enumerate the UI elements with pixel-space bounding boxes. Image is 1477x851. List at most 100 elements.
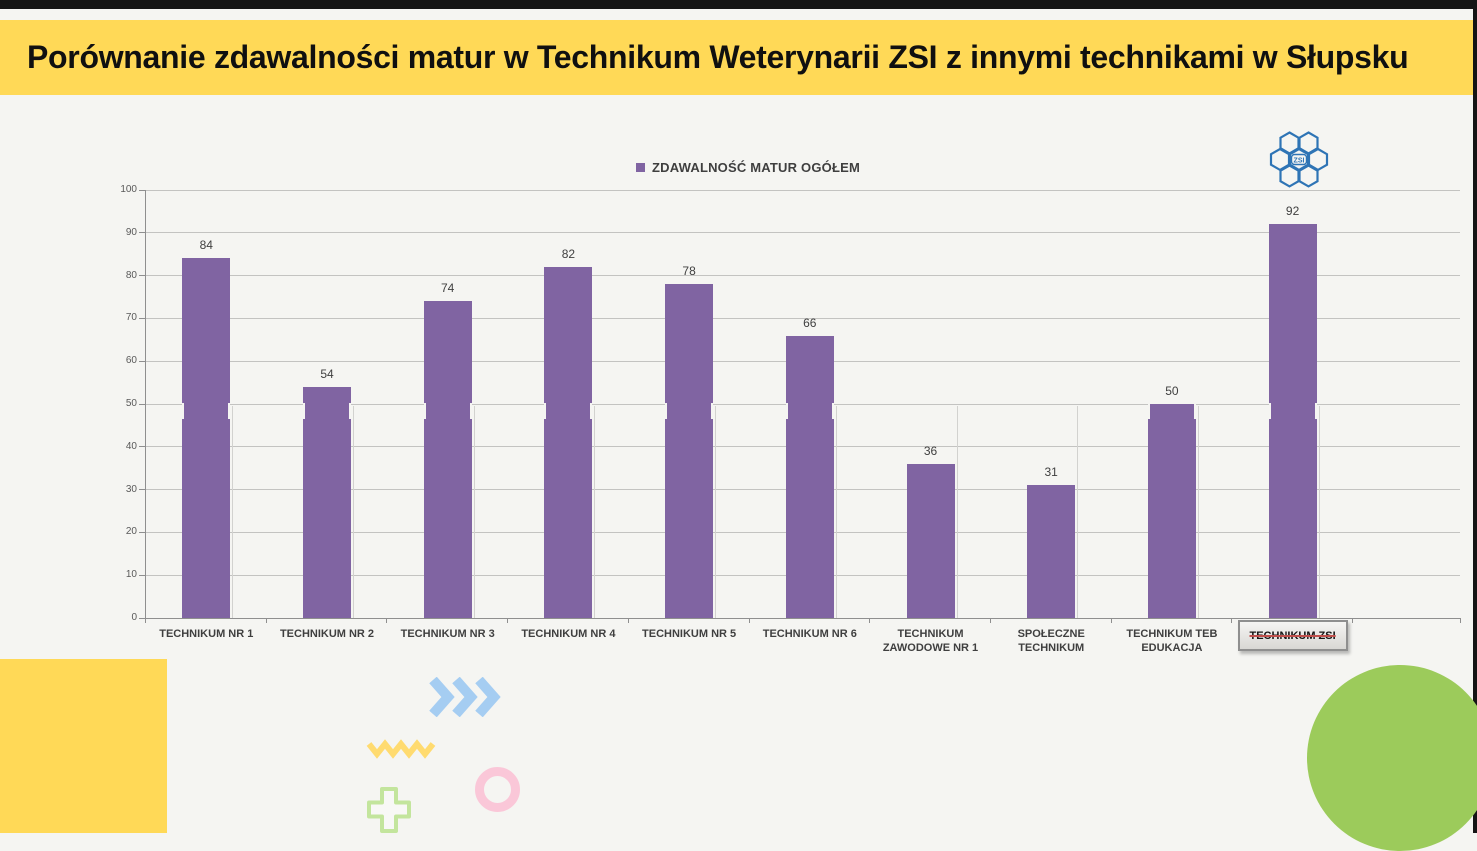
- y-axis-tick: [139, 531, 145, 533]
- y-axis-label: 60: [125, 355, 137, 367]
- y-axis-label: 80: [125, 269, 137, 281]
- bar-edge-notch: [469, 402, 472, 419]
- x-axis-label: TECHNIKUM ZAWODOWE NR 1: [882, 628, 979, 654]
- y-axis-line: [145, 190, 146, 618]
- bar-edge-notch: [711, 402, 714, 419]
- bar-technikum-teb-edukacja: [1147, 404, 1196, 618]
- bar-value-label: 78: [682, 264, 696, 279]
- x-axis-label: TECHNIKUM NR 5: [642, 628, 737, 640]
- bar-value-label: 82: [561, 247, 576, 262]
- bar-technikum-nr-6: [785, 335, 834, 618]
- category-separator: [1318, 406, 1320, 618]
- yellow-rectangle-decoration: [0, 659, 167, 833]
- bar-spo-eczne-technikum: [1027, 485, 1076, 618]
- bar-technikum-zsi: [1268, 224, 1317, 618]
- plus-icon: [367, 787, 411, 833]
- gridline: [145, 275, 1460, 277]
- zigzag-icon: [366, 739, 436, 759]
- bar-edge-notch: [590, 402, 593, 419]
- gridline: [145, 189, 1460, 191]
- x-axis-label: TECHNIKUM NR 1: [159, 628, 254, 640]
- bar-edge-notch: [1147, 404, 1150, 419]
- x-axis-tick: [1352, 618, 1353, 623]
- title-banner: Porównanie zdawalności matur w Technikum…: [0, 20, 1477, 95]
- y-axis-tick: [139, 360, 145, 362]
- x-axis-label: TECHNIKUM NR 4: [521, 628, 616, 640]
- x-axis-tick: [1231, 618, 1233, 623]
- category-separator: [835, 406, 837, 618]
- bar-technikum-nr-1: [182, 258, 231, 618]
- y-axis-label: 40: [125, 440, 137, 452]
- x-axis-tick: [627, 618, 629, 623]
- bar-technikum-zawodowe-nr-1: [906, 463, 955, 618]
- x-axis-label: TECHNIKUM NR 3: [400, 628, 495, 640]
- bar-value-label: 74: [441, 281, 455, 296]
- x-axis-tick: [989, 618, 991, 623]
- y-axis-label: 90: [125, 226, 137, 238]
- category-separator: [232, 406, 234, 618]
- y-axis-label: 100: [120, 184, 137, 195]
- x-axis-label: SPOŁECZNE TECHNIKUM: [1017, 628, 1085, 654]
- chevrons-icon: [429, 677, 501, 717]
- y-axis-tick: [139, 574, 145, 576]
- bar-technikum-nr-2: [303, 386, 351, 618]
- bar-edge-notch: [1193, 404, 1196, 419]
- ring-icon: [475, 767, 520, 812]
- legend-swatch-icon: [636, 163, 645, 172]
- zsi-hexagon-logo-icon: ZSI: [1269, 131, 1329, 188]
- bar-edge-notch: [423, 402, 426, 419]
- page-title: Porównanie zdawalności matur w Technikum…: [27, 39, 1409, 75]
- y-axis-tick: [139, 232, 145, 234]
- bar-edge-notch: [665, 402, 668, 419]
- chart-legend: ZDAWALNOŚĆ MATUR OGÓŁEM: [636, 160, 860, 175]
- x-axis-tick: [1460, 618, 1461, 623]
- gridline: [145, 317, 1460, 319]
- x-axis-tick: [869, 618, 871, 623]
- bar-edge-notch: [228, 402, 231, 419]
- category-separator: [956, 406, 958, 618]
- y-axis-tick: [139, 617, 145, 619]
- highlighted-category-box: TECHNIKUM ZSI: [1237, 620, 1348, 651]
- y-axis-tick: [139, 403, 145, 405]
- y-axis-tick: [139, 189, 145, 191]
- y-axis-tick: [139, 446, 145, 448]
- x-axis-line: [145, 618, 1460, 619]
- bar-edge-notch: [1268, 402, 1271, 419]
- bar-technikum-nr-3: [423, 301, 472, 618]
- y-axis-label: 0: [131, 612, 137, 623]
- x-axis-tick: [1110, 618, 1112, 623]
- category-separator: [715, 406, 717, 618]
- category-separator: [473, 406, 475, 618]
- bar-technikum-nr-5: [665, 284, 714, 618]
- y-axis-tick: [139, 317, 145, 319]
- x-axis-tick: [748, 618, 750, 623]
- x-axis-label: TECHNIKUM NR 2: [279, 628, 375, 640]
- y-axis-tick: [139, 489, 145, 491]
- y-axis-label: 50: [125, 398, 137, 409]
- bar-edge-notch: [182, 402, 185, 419]
- bar-value-label: 31: [1044, 465, 1058, 480]
- bar-edge-notch: [303, 402, 305, 419]
- y-axis-label: 10: [125, 569, 137, 581]
- x-axis-tick: [265, 618, 267, 623]
- bar-value-label: 36: [923, 443, 938, 458]
- bar-value-label: 54: [320, 366, 334, 381]
- x-axis-tick: [145, 618, 146, 623]
- y-axis-label: 20: [125, 526, 137, 538]
- legend-label: ZDAWALNOŚĆ MATUR OGÓŁEM: [652, 160, 861, 175]
- bar-chart: 0 10 20 30 40 50 60 70 80 90 100 84 TECHNIKUM NR 1 54…: [120, 184, 1461, 654]
- category-separator: [1197, 406, 1199, 618]
- bar-edge-notch: [1314, 402, 1317, 419]
- bar-edge-notch: [544, 402, 547, 419]
- x-axis-label: TECHNIKUM NR 6: [762, 628, 857, 640]
- y-axis-label: 70: [125, 312, 137, 324]
- green-circle-decoration: [1307, 665, 1477, 851]
- category-separator: [353, 406, 354, 618]
- gridline: [145, 232, 1460, 234]
- y-axis-tick: [139, 275, 145, 277]
- bar-edge-notch: [349, 402, 351, 419]
- x-axis-tick: [507, 618, 509, 623]
- right-frame-strip: [1473, 0, 1477, 833]
- bar-edge-notch: [785, 402, 788, 419]
- bar-value-label: 50: [1165, 384, 1179, 398]
